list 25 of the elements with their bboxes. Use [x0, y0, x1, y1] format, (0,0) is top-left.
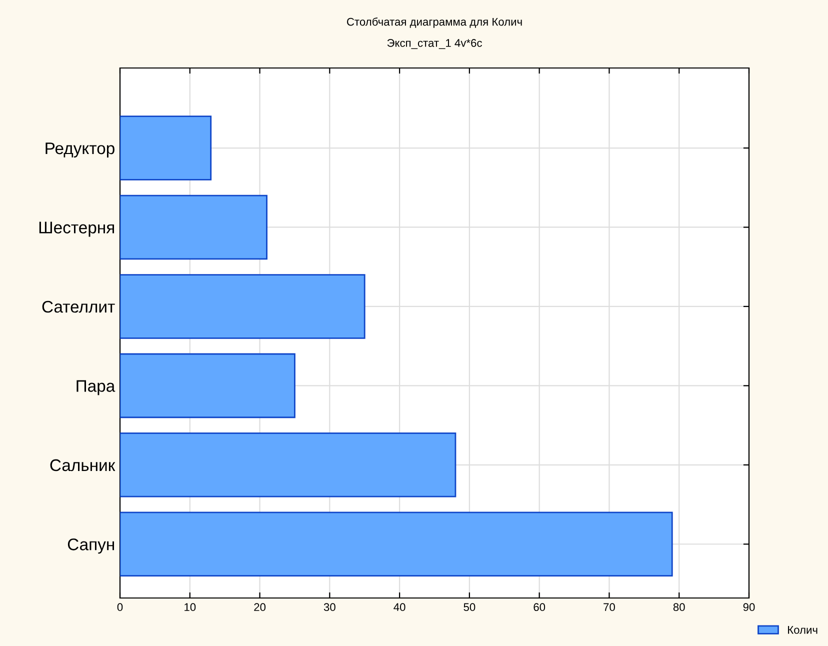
y-tick-label: Редуктор: [46, 142, 114, 158]
x-tick-label: 70: [604, 603, 615, 612]
y-tick-label: Сапун: [68, 538, 114, 554]
chart-subtitle: Эксп_стат_1 4v*6c: [387, 39, 482, 50]
bar: [120, 512, 673, 577]
x-tick-label: 10: [184, 603, 196, 612]
y-tick-label: Сальник: [50, 459, 116, 472]
x-tick-label: 20: [254, 603, 266, 612]
x-tick-label: 30: [324, 603, 336, 612]
x-tick-label: 80: [673, 603, 685, 612]
bar: [120, 432, 456, 498]
bar: [120, 274, 366, 339]
x-tick-label: 50: [464, 603, 476, 612]
legend-label: Колич: [788, 626, 818, 634]
x-tick-label: 0: [117, 603, 123, 612]
bar: [120, 194, 268, 260]
bar: [120, 353, 296, 418]
chart-title: Столбчатая диаграмма для Колич: [347, 17, 522, 28]
bar: [120, 116, 212, 180]
y-tick-label: Шестерня: [39, 222, 114, 237]
x-tick-label: 60: [534, 603, 546, 612]
y-tick-label: Сателлит: [42, 300, 115, 313]
x-tick-label: 90: [743, 603, 755, 612]
y-tick-label: Пара: [76, 380, 116, 396]
x-tick-label: 40: [394, 603, 406, 612]
